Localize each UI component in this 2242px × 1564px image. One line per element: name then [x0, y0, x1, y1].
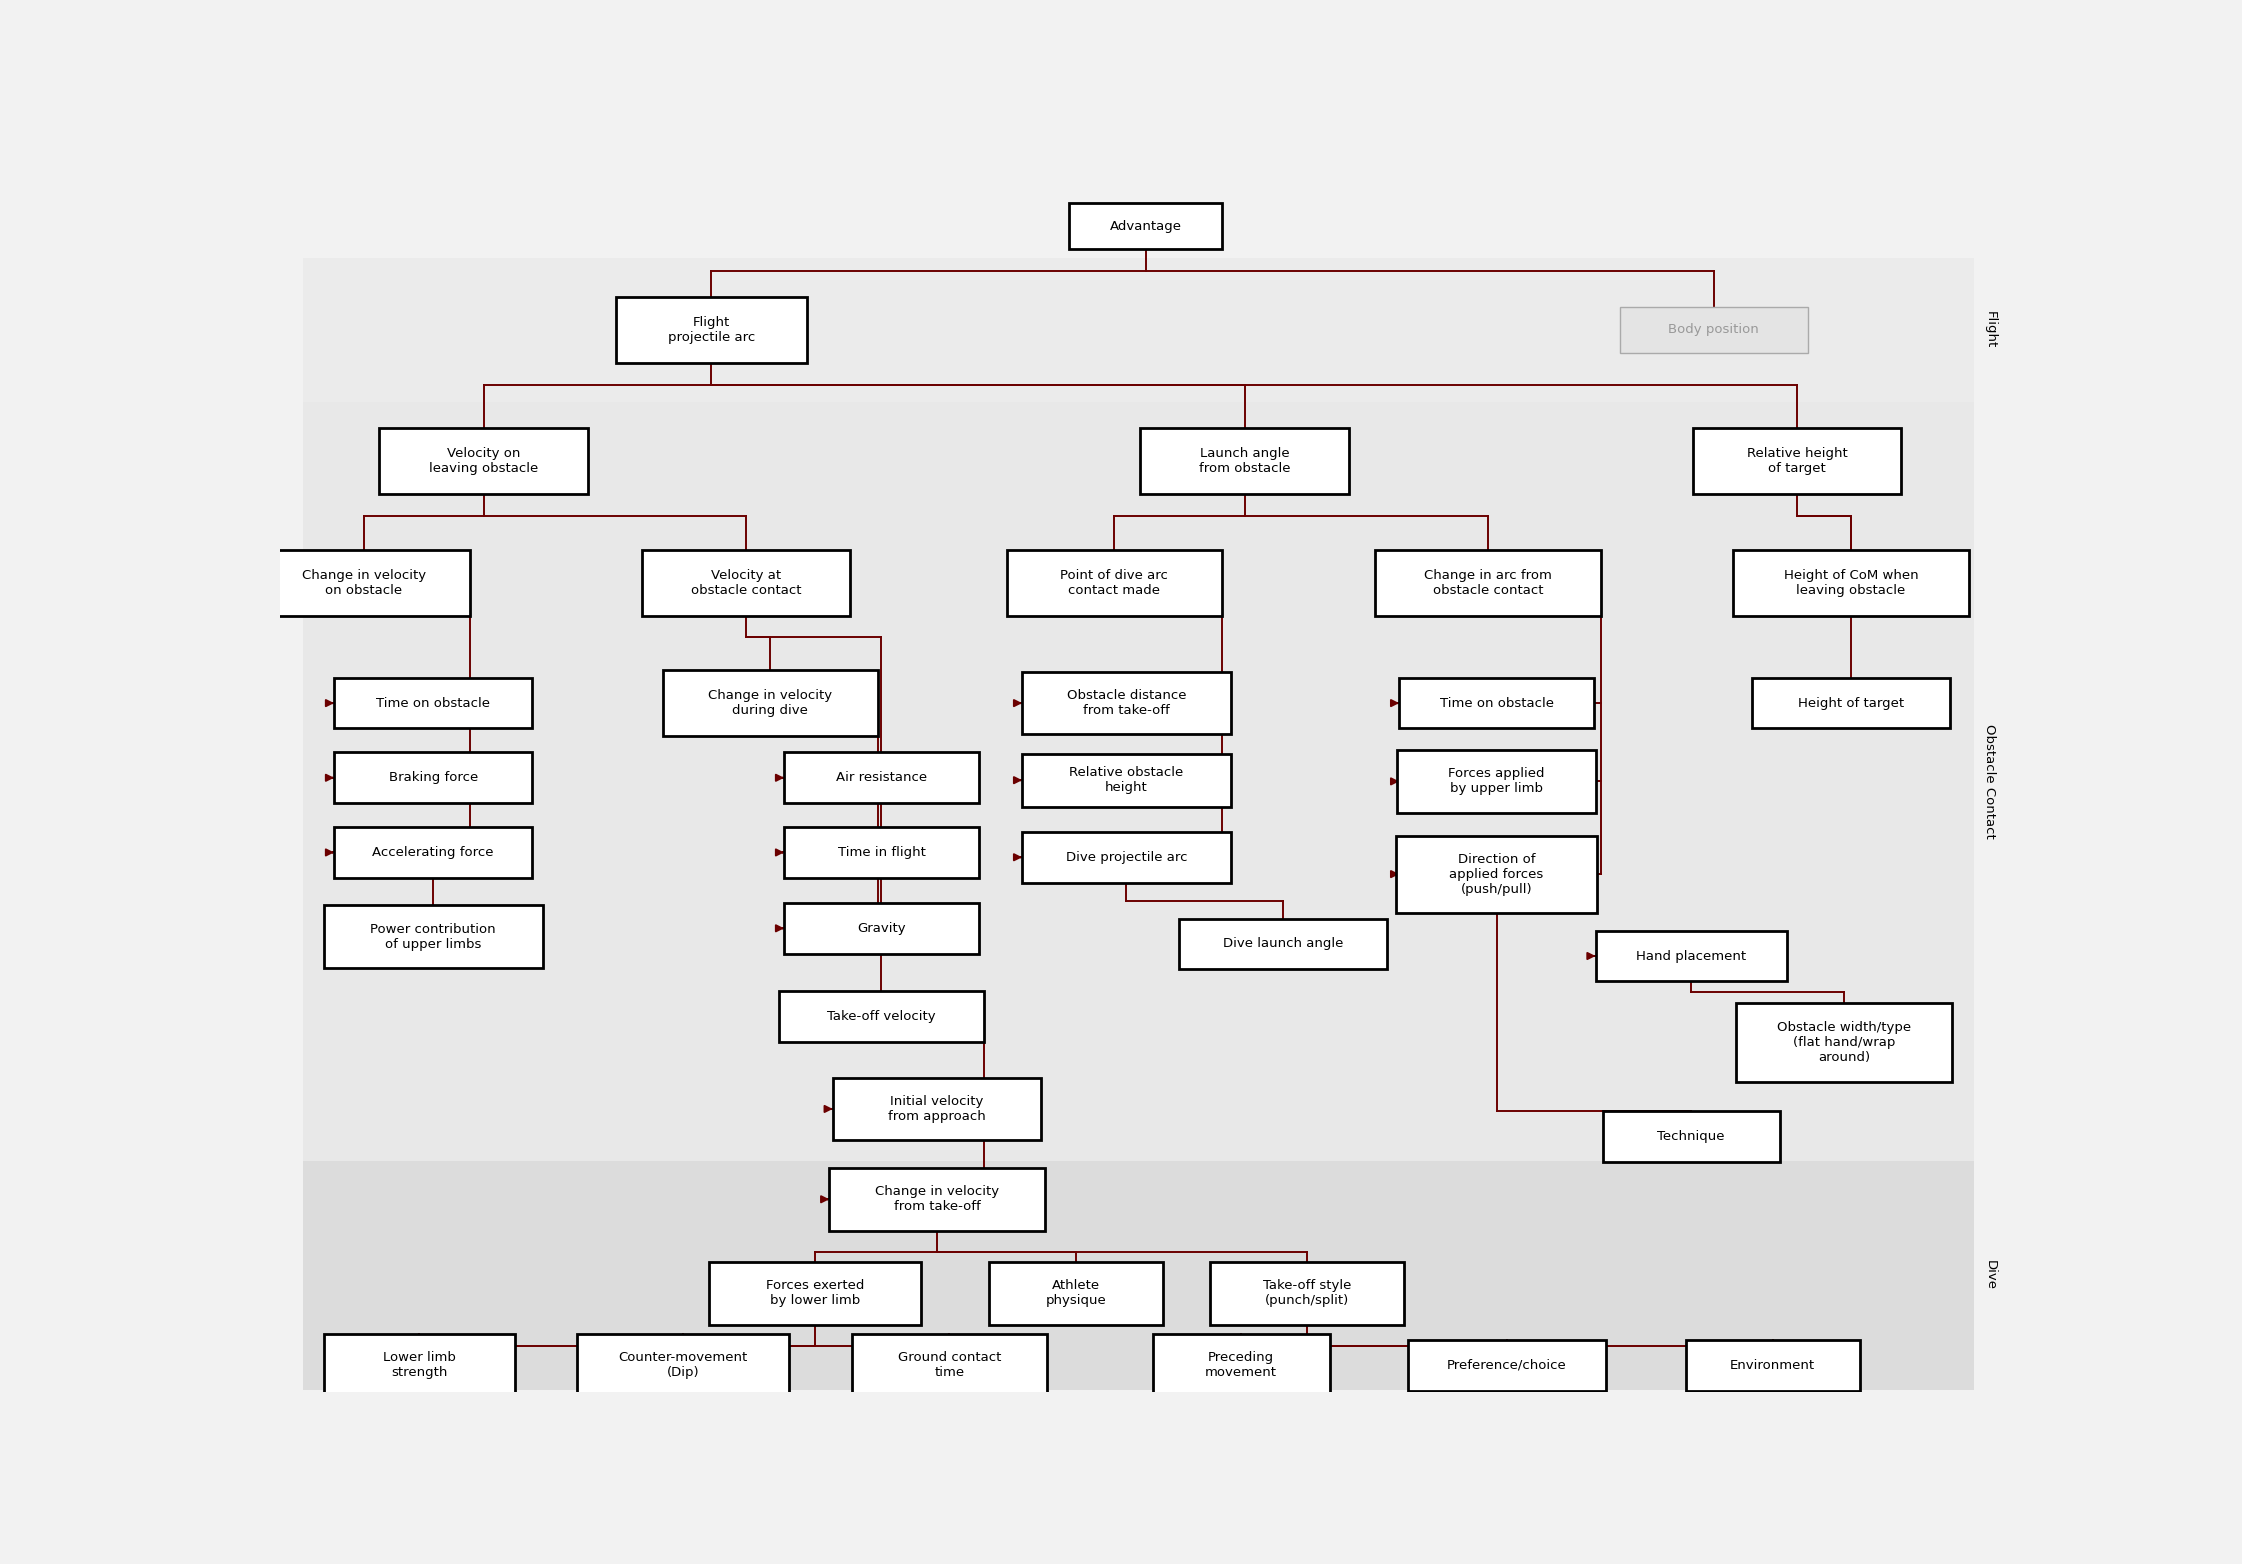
Text: Relative obstacle
height: Relative obstacle height	[1069, 766, 1184, 795]
Text: Dive launch angle: Dive launch angle	[1222, 937, 1343, 951]
Text: Athlete
physique: Athlete physique	[1045, 1279, 1105, 1308]
Bar	[1211, 1262, 1403, 1325]
Bar	[1693, 429, 1901, 494]
Text: Air resistance: Air resistance	[836, 771, 926, 784]
Bar	[1397, 835, 1596, 913]
Bar	[785, 902, 980, 954]
Bar	[617, 297, 807, 363]
Text: Change in velocity
on obstacle: Change in velocity on obstacle	[303, 569, 426, 597]
Text: Obstacle width/type
(flat hand/wrap
around): Obstacle width/type (flat hand/wrap arou…	[1778, 1021, 1910, 1064]
Text: Lower limb
strength: Lower limb strength	[383, 1351, 455, 1379]
Bar	[303, 258, 1975, 402]
Text: Ground contact
time: Ground contact time	[897, 1351, 1000, 1379]
Bar	[323, 906, 543, 968]
Bar	[578, 1334, 789, 1397]
Text: Preference/choice: Preference/choice	[1446, 1359, 1567, 1372]
Text: Dive projectile arc: Dive projectile arc	[1065, 851, 1188, 863]
Bar	[1152, 1334, 1330, 1397]
Bar	[1022, 754, 1231, 807]
Bar	[1735, 1003, 1953, 1082]
Bar	[1399, 677, 1594, 729]
Bar	[1007, 549, 1222, 616]
Text: Gravity: Gravity	[856, 921, 906, 935]
Bar	[1408, 1340, 1605, 1390]
Text: Hand placement: Hand placement	[1637, 949, 1747, 962]
Text: Accelerating force: Accelerating force	[372, 846, 493, 859]
Text: Height of target: Height of target	[1798, 696, 1903, 710]
Text: Change in velocity
from take-off: Change in velocity from take-off	[874, 1186, 1000, 1214]
Text: Time in flight: Time in flight	[839, 846, 926, 859]
Text: Obstacle distance
from take-off: Obstacle distance from take-off	[1067, 690, 1186, 718]
Bar	[1751, 677, 1951, 729]
Bar	[785, 752, 980, 802]
Bar	[334, 752, 531, 802]
Text: Relative height
of target: Relative height of target	[1747, 447, 1847, 475]
Bar	[1733, 549, 1968, 616]
Bar	[785, 827, 980, 877]
Text: Height of CoM when
leaving obstacle: Height of CoM when leaving obstacle	[1785, 569, 1919, 597]
Text: Velocity at
obstacle contact: Velocity at obstacle contact	[691, 569, 800, 597]
Bar	[1397, 751, 1596, 813]
Bar	[1686, 1340, 1859, 1390]
Bar	[852, 1334, 1047, 1397]
Bar	[258, 549, 469, 616]
Bar	[1596, 931, 1787, 981]
Bar	[1621, 307, 1807, 352]
Bar	[778, 992, 984, 1042]
Text: Initial velocity
from approach: Initial velocity from approach	[888, 1095, 986, 1123]
Text: Technique: Technique	[1657, 1131, 1724, 1143]
Text: Time on obstacle: Time on obstacle	[1439, 696, 1554, 710]
Bar	[989, 1262, 1164, 1325]
Text: Obstacle Contact: Obstacle Contact	[1984, 724, 1995, 838]
Bar	[1179, 918, 1388, 970]
Text: Velocity on
leaving obstacle: Velocity on leaving obstacle	[428, 447, 538, 475]
Bar	[832, 1078, 1040, 1140]
Bar	[1022, 673, 1231, 735]
Text: Environment: Environment	[1731, 1359, 1816, 1372]
Text: Braking force: Braking force	[388, 771, 478, 784]
Text: Point of dive arc
contact made: Point of dive arc contact made	[1060, 569, 1168, 597]
Text: Direction of
applied forces
(push/pull): Direction of applied forces (push/pull)	[1448, 852, 1545, 896]
Text: Launch angle
from obstacle: Launch angle from obstacle	[1199, 447, 1291, 475]
Text: Flight: Flight	[1984, 311, 1995, 349]
Text: Power contribution
of upper limbs: Power contribution of upper limbs	[370, 923, 495, 951]
Text: Counter-movement
(Dip): Counter-movement (Dip)	[619, 1351, 749, 1379]
Bar	[1069, 203, 1222, 249]
Bar	[1022, 832, 1231, 882]
Bar	[303, 402, 1975, 1160]
Bar	[1603, 1112, 1780, 1162]
Text: Change in arc from
obstacle contact: Change in arc from obstacle contact	[1424, 569, 1551, 597]
Bar	[664, 669, 879, 737]
Text: Preceding
movement: Preceding movement	[1206, 1351, 1278, 1379]
Text: Body position: Body position	[1668, 324, 1760, 336]
Text: Dive: Dive	[1984, 1261, 1995, 1290]
Bar	[1374, 549, 1601, 616]
Bar	[641, 549, 850, 616]
Text: Flight
projectile arc: Flight projectile arc	[668, 316, 756, 344]
Text: Take-off style
(punch/split): Take-off style (punch/split)	[1262, 1279, 1352, 1308]
Text: Change in velocity
during dive: Change in velocity during dive	[708, 690, 832, 718]
Text: Advantage: Advantage	[1110, 219, 1182, 233]
Bar	[1141, 429, 1350, 494]
Bar	[334, 677, 531, 729]
Text: Take-off velocity: Take-off velocity	[827, 1010, 935, 1023]
Text: Forces exerted
by lower limb: Forces exerted by lower limb	[767, 1279, 865, 1308]
Text: Forces applied
by upper limb: Forces applied by upper limb	[1448, 768, 1545, 796]
Text: Time on obstacle: Time on obstacle	[377, 696, 491, 710]
Bar	[334, 827, 531, 877]
Bar	[830, 1168, 1045, 1231]
Bar	[708, 1262, 921, 1325]
Bar	[323, 1334, 516, 1397]
Bar	[379, 429, 587, 494]
Bar	[303, 1160, 1975, 1389]
